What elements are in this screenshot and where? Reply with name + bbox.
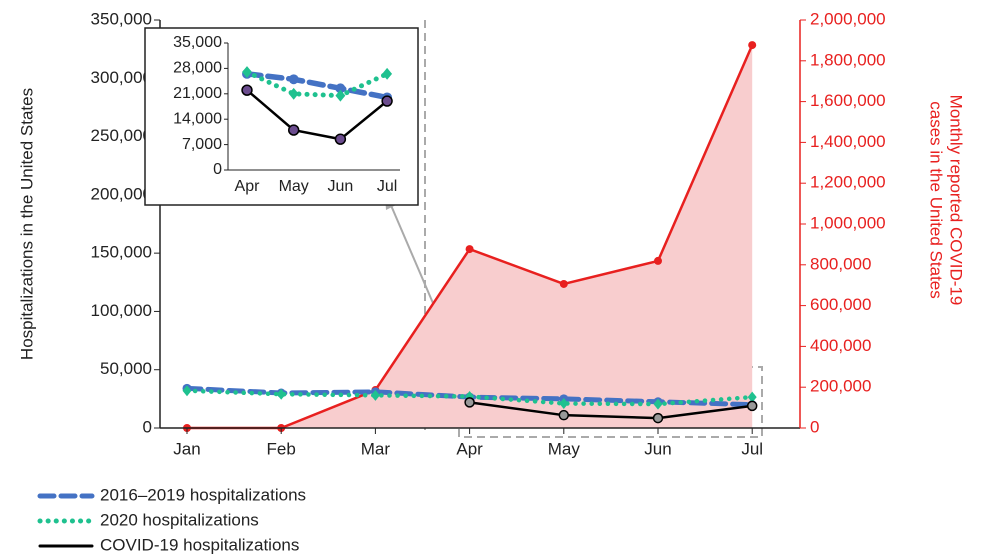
y2-tick-label: 1,800,000: [810, 50, 886, 69]
inset-y-tick-label: 28,000: [173, 60, 222, 77]
y-tick-label: 150,000: [91, 243, 152, 262]
inset-x-tick-label: Apr: [235, 178, 261, 195]
x-tick-label: Jan: [173, 439, 200, 458]
legend-label: 2020 hospitalizations: [100, 510, 259, 529]
x-tick-label: Mar: [361, 439, 391, 458]
y-tick-label: 200,000: [91, 184, 152, 203]
legend-label: 2016–2019 hospitalizations: [100, 485, 306, 504]
line: [244, 71, 390, 101]
y2-tick-label: 1,600,000: [810, 91, 886, 110]
marker: [334, 133, 347, 145]
marker: [747, 391, 757, 403]
inset-x-tick-label: May: [279, 178, 309, 195]
marker: [276, 388, 286, 400]
inset-y-tick-label: 0: [213, 161, 222, 178]
y2-tick-label: 2,000,000: [810, 9, 886, 28]
marker: [241, 84, 253, 96]
marker: [381, 95, 393, 107]
x-tick-label: May: [548, 439, 581, 458]
y2-tick-label: 1,200,000: [810, 173, 886, 192]
x-tick-label: Jul: [741, 439, 763, 458]
marker: [288, 74, 299, 85]
inset-y-tick-label: 35,000: [173, 34, 222, 51]
area: [187, 45, 753, 428]
marker: [335, 83, 346, 94]
inset-x-tick-label: Jul: [377, 178, 397, 195]
y2-tick-label: 600,000: [810, 295, 871, 314]
y-tick-label: 350,000: [91, 9, 152, 28]
inset-x-tick-label: Jun: [328, 178, 354, 195]
inset: 0 7,000 14,000 21,000 28,000 35,000 Apr May Jun J…: [173, 34, 400, 195]
y-tick-label: 50,000: [100, 359, 152, 378]
y-axis-label: Hospitalizations in the United States: [17, 88, 36, 360]
y-tick-label: 0: [143, 417, 152, 436]
y2-tick-label: 1,400,000: [810, 132, 886, 151]
y2-axis-label: cases in the United States: [927, 101, 946, 299]
line: [468, 401, 754, 420]
x-tick-label: Jun: [644, 439, 671, 458]
y2-tick-label: 200,000: [810, 377, 871, 396]
y-tick-label: 100,000: [91, 301, 152, 320]
x-tick-label: Apr: [456, 439, 483, 458]
marker: [559, 279, 568, 288]
zoom-box: [458, 366, 763, 438]
marker: [182, 385, 192, 397]
marker: [382, 67, 393, 80]
x-tick-label: Feb: [267, 439, 296, 458]
y2-tick-label: 400,000: [810, 336, 871, 355]
y-tick-label: 300,000: [91, 68, 152, 87]
marker: [465, 245, 474, 254]
marker: [652, 412, 664, 424]
inset-y-tick-label: 21,000: [173, 85, 222, 102]
inset-y-tick-label: 14,000: [173, 110, 222, 127]
inset-frame: [144, 27, 419, 206]
marker: [370, 389, 380, 401]
y2-tick-label: 1,000,000: [810, 213, 886, 232]
line: [245, 88, 389, 141]
marker: [464, 397, 475, 408]
marker: [335, 89, 346, 102]
inset-y-tick-label: 7,000: [182, 136, 222, 153]
y2-tick-label: 0: [810, 417, 819, 436]
y-tick-label: 250,000: [91, 126, 152, 145]
marker: [654, 256, 662, 265]
marker: [748, 41, 757, 50]
marker: [558, 409, 570, 421]
y2-axis-label: Monthly reported COVID-19: [947, 95, 966, 306]
y2-tick-label: 800,000: [810, 254, 871, 273]
marker: [653, 398, 663, 410]
marker: [288, 124, 300, 136]
line: [244, 69, 390, 99]
legend-label: COVID-19 hospitalizations: [100, 535, 299, 554]
marker: [559, 398, 569, 410]
marker: [746, 400, 758, 412]
marker: [242, 66, 252, 78]
marker: [288, 87, 299, 100]
